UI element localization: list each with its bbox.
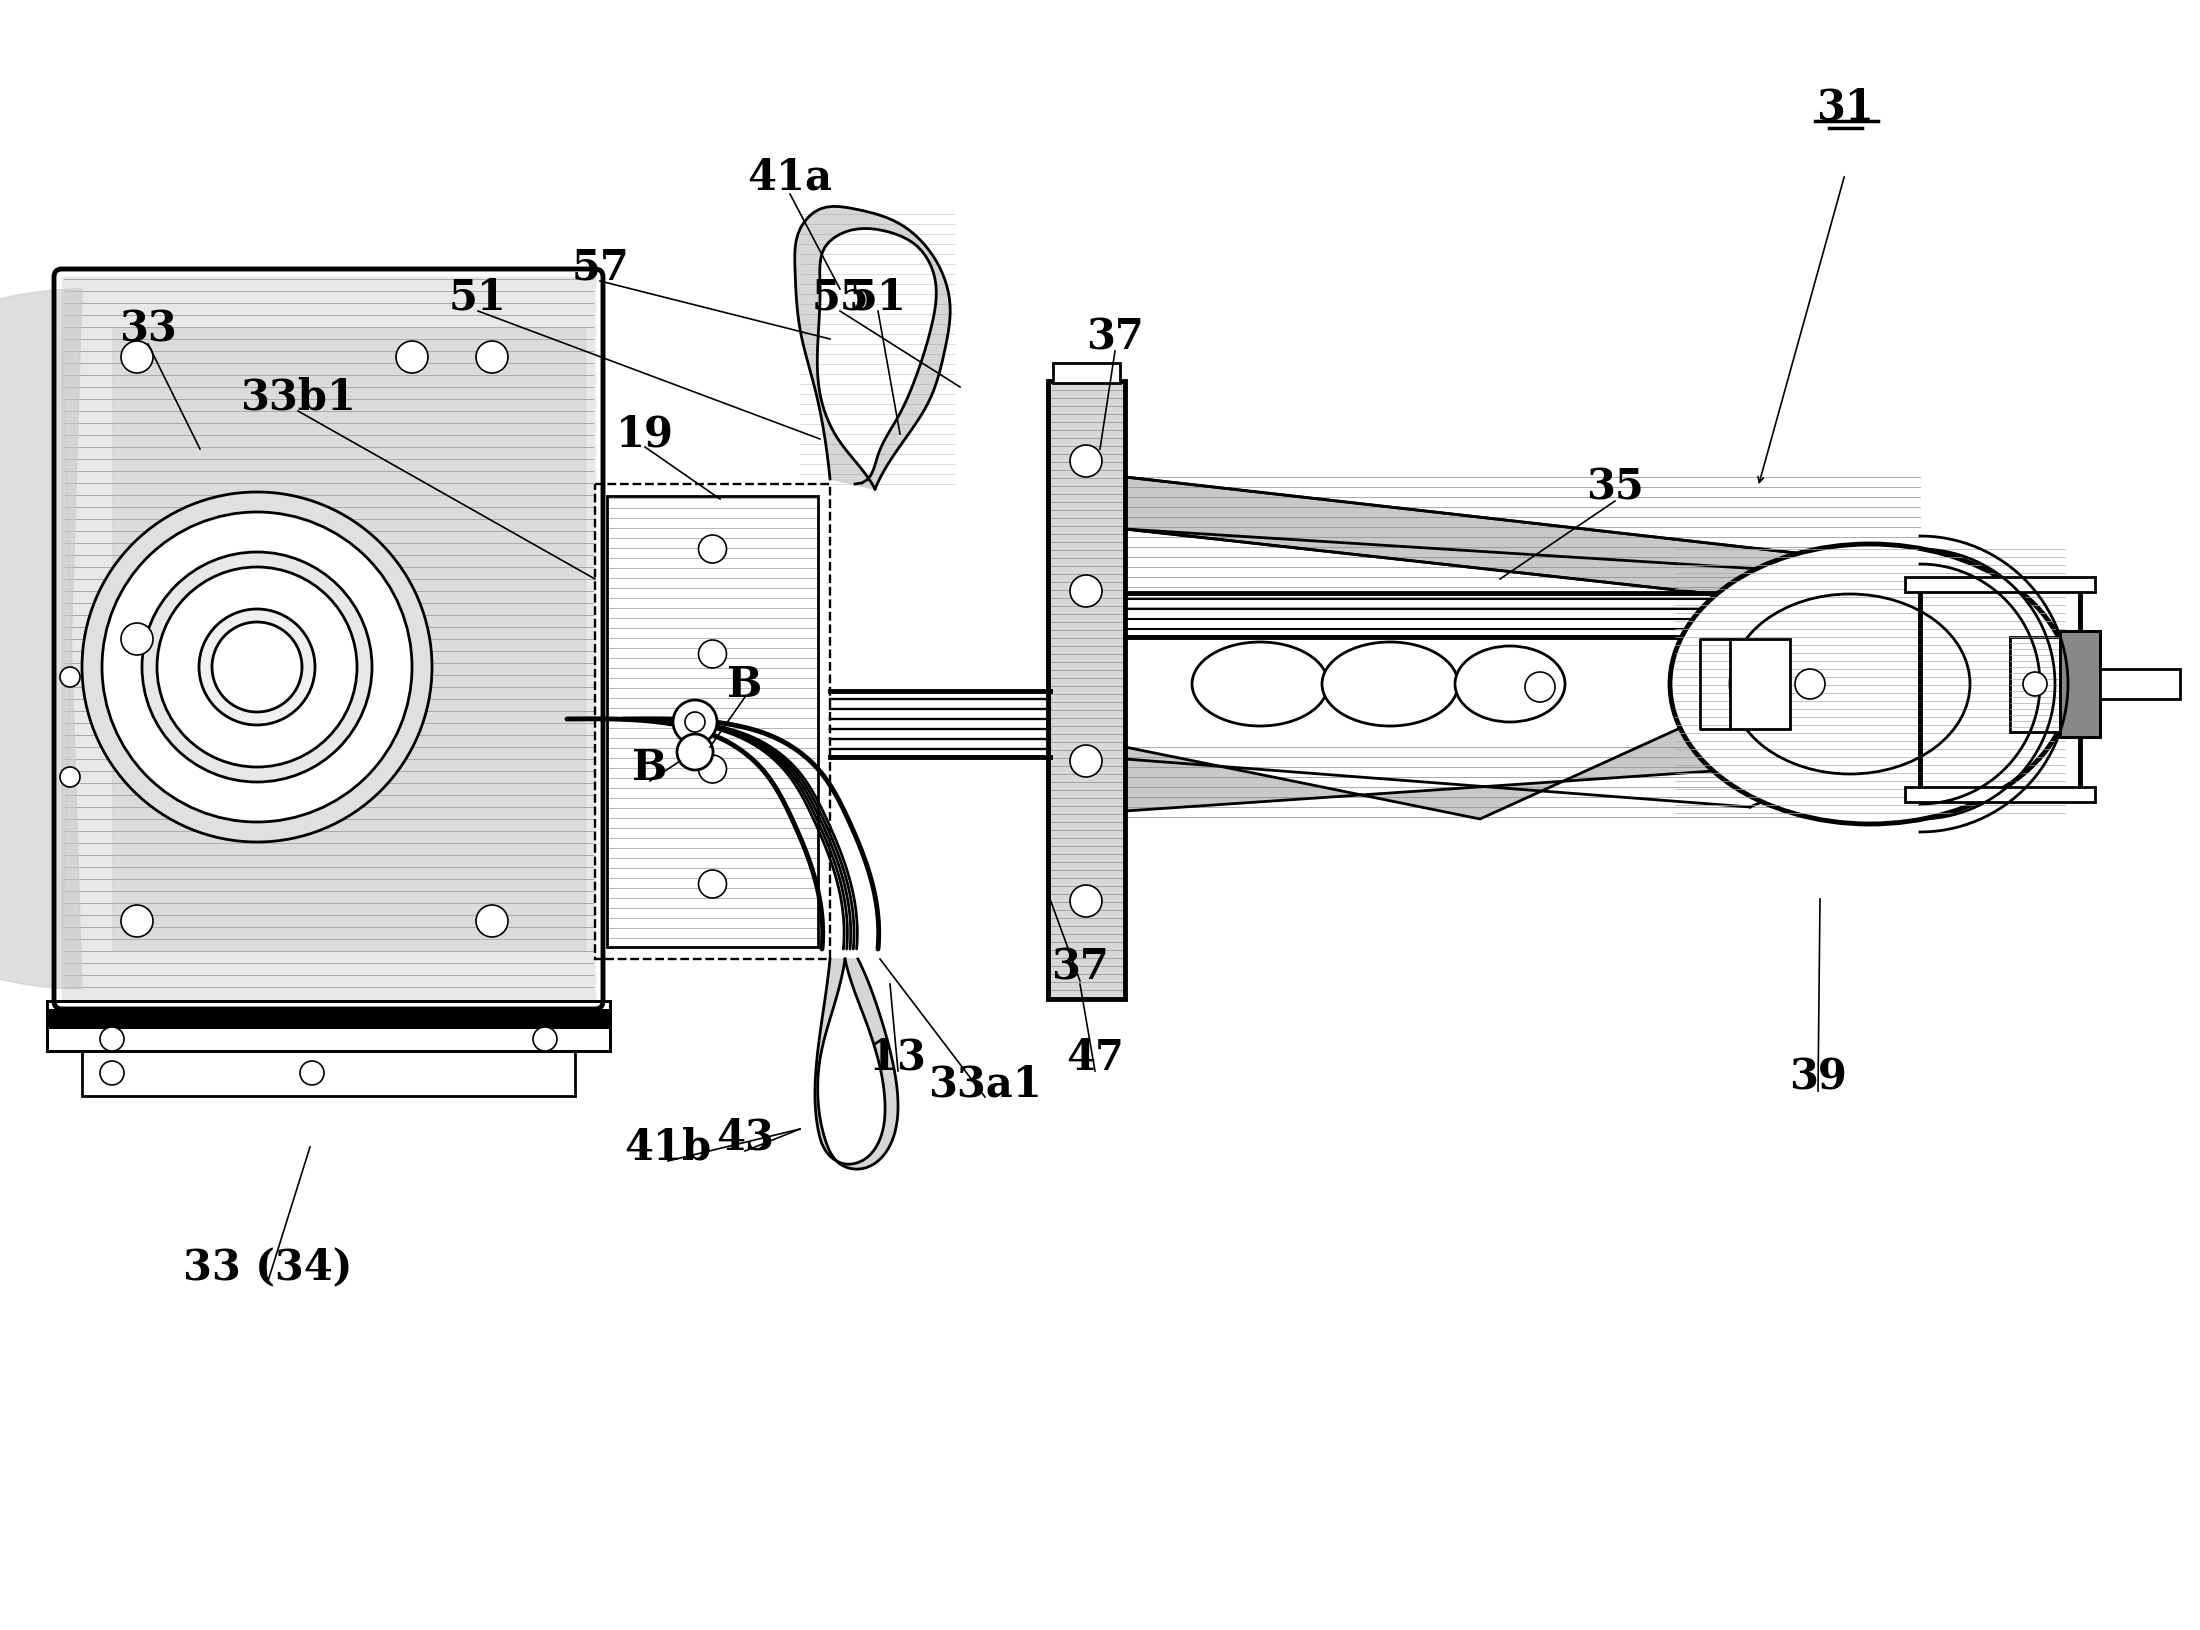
Circle shape: [299, 1061, 323, 1086]
Circle shape: [121, 624, 154, 655]
Circle shape: [678, 735, 713, 771]
Polygon shape: [112, 328, 585, 952]
Polygon shape: [1047, 381, 1124, 999]
Circle shape: [99, 1061, 123, 1086]
Circle shape: [1795, 670, 1826, 699]
Ellipse shape: [1670, 544, 2070, 825]
Circle shape: [1069, 575, 1102, 608]
Circle shape: [1525, 673, 1555, 703]
Text: 41b: 41b: [625, 1126, 711, 1169]
Circle shape: [700, 756, 726, 784]
Circle shape: [475, 905, 508, 937]
Ellipse shape: [1454, 647, 1564, 722]
Ellipse shape: [1192, 642, 1329, 727]
Polygon shape: [814, 960, 898, 1169]
Circle shape: [143, 553, 372, 782]
Text: 35: 35: [1586, 466, 1643, 509]
Circle shape: [532, 1027, 557, 1051]
Polygon shape: [62, 277, 594, 1001]
Text: 13: 13: [869, 1037, 926, 1079]
Bar: [46, 1009, 609, 1030]
Bar: [2059, 631, 2101, 737]
Circle shape: [211, 623, 301, 712]
Circle shape: [198, 610, 315, 725]
Circle shape: [59, 768, 79, 787]
Circle shape: [59, 668, 79, 688]
Circle shape: [396, 342, 429, 373]
Circle shape: [700, 641, 726, 668]
Bar: [594, 484, 829, 960]
Text: 33: 33: [119, 308, 176, 350]
Circle shape: [684, 712, 704, 732]
Text: 43: 43: [715, 1117, 774, 1159]
Text: 33a1: 33a1: [928, 1063, 1043, 1105]
Bar: [46, 1001, 609, 1051]
Bar: [607, 497, 818, 947]
Text: B: B: [728, 663, 763, 706]
Text: 51: 51: [849, 277, 906, 319]
Text: 37: 37: [1052, 947, 1109, 988]
Bar: [1905, 577, 2094, 593]
Circle shape: [673, 701, 717, 745]
Polygon shape: [0, 290, 81, 989]
Circle shape: [700, 870, 726, 898]
Circle shape: [121, 905, 154, 937]
Polygon shape: [1124, 478, 1921, 618]
Bar: [2059, 631, 2101, 737]
Circle shape: [156, 567, 356, 768]
Bar: [2101, 670, 2180, 699]
Circle shape: [1069, 445, 1102, 478]
Bar: [1921, 580, 2079, 789]
Bar: [1047, 381, 1124, 999]
Text: 57: 57: [572, 246, 629, 289]
Text: B: B: [631, 747, 667, 789]
Text: 31: 31: [1815, 86, 1874, 129]
Text: 41a: 41a: [748, 156, 832, 199]
Circle shape: [2024, 673, 2046, 696]
Bar: [1054, 363, 1120, 383]
Circle shape: [121, 342, 154, 373]
Circle shape: [81, 492, 431, 843]
Circle shape: [101, 513, 411, 823]
Text: 33 (34): 33 (34): [183, 1247, 352, 1288]
Bar: [2011, 637, 2059, 732]
Circle shape: [700, 536, 726, 564]
Text: 55: 55: [812, 277, 869, 319]
Text: 37: 37: [1087, 316, 1144, 359]
Bar: [1905, 787, 2094, 802]
Ellipse shape: [1322, 642, 1459, 727]
Circle shape: [99, 1027, 123, 1051]
Bar: [46, 1001, 609, 1051]
Bar: [81, 1051, 574, 1097]
Circle shape: [1069, 885, 1102, 918]
Circle shape: [1069, 745, 1102, 778]
Polygon shape: [1124, 619, 1921, 820]
Circle shape: [475, 342, 508, 373]
Text: 47: 47: [1067, 1037, 1124, 1079]
Text: 51: 51: [449, 277, 506, 319]
Text: 19: 19: [616, 414, 673, 456]
Polygon shape: [794, 207, 950, 489]
Bar: [1729, 639, 1791, 730]
Text: 33b1: 33b1: [240, 377, 356, 419]
Text: 39: 39: [1789, 1056, 1848, 1099]
